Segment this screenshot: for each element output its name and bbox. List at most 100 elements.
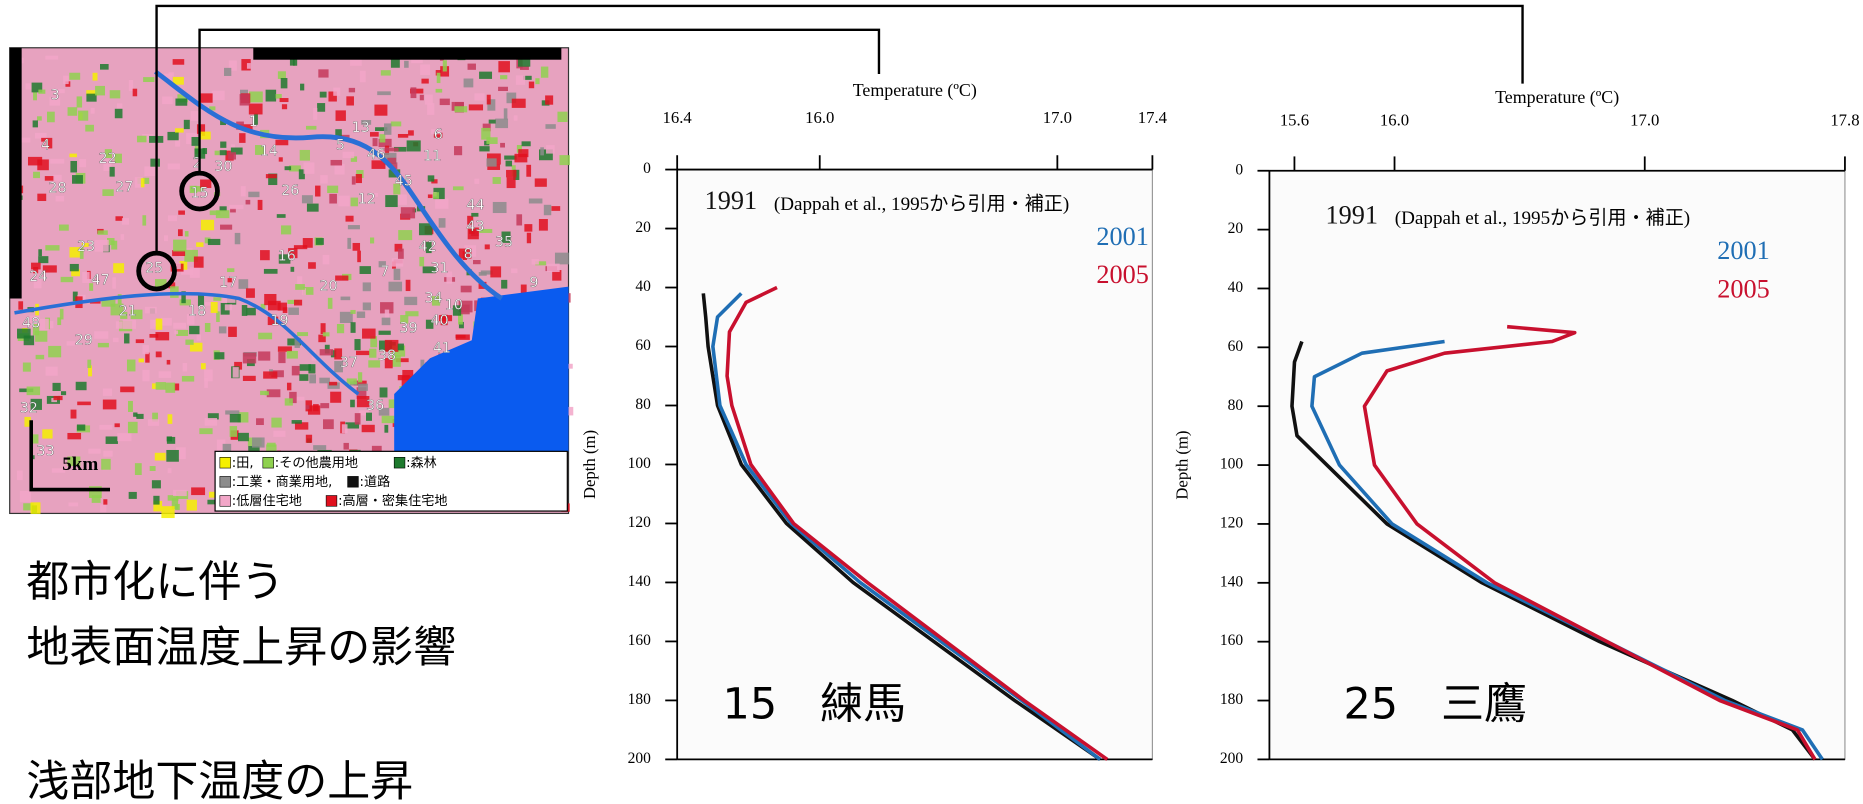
x-tick-label: 16.4	[663, 108, 693, 127]
map-patch	[190, 267, 200, 278]
map-patch	[17, 471, 23, 481]
map-label: 7	[380, 264, 389, 280]
caption: 浅部地下温度の上昇	[26, 757, 413, 800]
map-patch	[37, 194, 46, 201]
map-patch	[313, 404, 319, 411]
map-label: 24	[29, 269, 47, 285]
map-patch	[287, 383, 291, 391]
y-tick-label: 80	[1228, 397, 1244, 414]
map-patch	[175, 128, 184, 132]
map-patch	[271, 418, 281, 428]
map-patch	[300, 84, 304, 91]
map-patch	[141, 178, 145, 187]
map-patch	[258, 351, 270, 360]
map-patch	[33, 92, 37, 100]
map-patch	[529, 82, 534, 89]
map-patch	[351, 322, 356, 333]
map-patch	[500, 143, 505, 148]
map-patch	[124, 333, 129, 343]
map-label: 14	[260, 144, 278, 160]
map-patch	[398, 249, 404, 259]
map-patch	[331, 160, 342, 166]
map-patch	[333, 88, 340, 96]
map-label: 37	[340, 355, 358, 371]
map-patch	[248, 192, 259, 198]
y-tick-label: 200	[1220, 750, 1244, 767]
map-patch	[32, 434, 38, 443]
map-patch	[252, 437, 265, 447]
map-patch	[350, 400, 355, 408]
map-patch	[360, 71, 366, 83]
map-label: 46	[367, 147, 385, 163]
map-patch	[316, 238, 324, 245]
legend-swatch	[326, 496, 337, 507]
legend-label: :高層・密集住宅地	[338, 492, 447, 509]
map-patch	[18, 301, 23, 309]
map-patch	[53, 396, 62, 400]
map-patch	[79, 159, 86, 167]
map-patch	[479, 72, 492, 79]
map-patch	[407, 140, 421, 151]
map-label: 1	[249, 114, 258, 130]
map-patch	[479, 272, 487, 276]
map-patch	[524, 224, 532, 232]
map-patch	[516, 75, 525, 84]
panel-label: 15 練馬	[723, 679, 907, 729]
map-patch	[420, 95, 424, 100]
map-patch	[384, 425, 388, 433]
map-patch	[220, 225, 232, 230]
y-tick-label: 180	[1220, 691, 1244, 708]
map-patch	[77, 96, 82, 107]
map-patch	[374, 105, 387, 116]
map-patch	[347, 378, 357, 384]
map-patch	[178, 229, 183, 236]
map-patch	[356, 351, 370, 355]
map-label: 13	[352, 120, 370, 136]
map-patch	[501, 280, 507, 289]
map-patch	[230, 426, 237, 437]
map-patch	[267, 443, 276, 447]
map-patch	[85, 125, 94, 132]
map-patch	[302, 195, 313, 203]
y-tick-label: 200	[628, 750, 652, 767]
map-patch	[529, 199, 543, 204]
map-patch	[307, 204, 319, 212]
map-label: 21	[119, 304, 137, 320]
map-patch	[169, 72, 174, 76]
map-patch	[258, 200, 263, 210]
map-patch	[356, 174, 362, 183]
map-patch	[42, 429, 52, 438]
map-patch	[103, 400, 117, 410]
panel-label: 25 三鷹	[1343, 679, 1527, 729]
map-patch	[439, 218, 446, 228]
map-patch	[208, 239, 220, 245]
map-patch	[215, 151, 220, 156]
map-patch	[227, 268, 234, 272]
map-patch	[300, 364, 311, 371]
map-label: 39	[399, 320, 417, 336]
map-patch	[385, 195, 397, 207]
map-patch	[384, 148, 398, 152]
map-patch	[94, 331, 108, 339]
map-patch	[328, 298, 333, 309]
map-patch	[153, 496, 159, 505]
map-patch	[205, 323, 211, 332]
map-patch	[101, 459, 111, 470]
map-patch	[100, 64, 109, 70]
map-patch	[357, 251, 361, 263]
map-patch	[69, 154, 76, 158]
legend-swatch	[220, 476, 231, 487]
map-patch	[99, 425, 112, 430]
map-patch	[33, 172, 40, 178]
map-patch	[493, 202, 507, 213]
map-label: 18	[188, 304, 206, 320]
legend-note: (Dappah et al., 1995から引用・補正)	[1395, 207, 1690, 229]
map-patch	[260, 250, 270, 260]
map-patch	[185, 340, 193, 345]
map-patch	[273, 431, 285, 437]
map-patch	[37, 159, 49, 170]
map-patch	[420, 64, 430, 75]
map-patch	[546, 145, 555, 153]
map-patch	[377, 91, 391, 95]
map-patch	[103, 451, 112, 457]
